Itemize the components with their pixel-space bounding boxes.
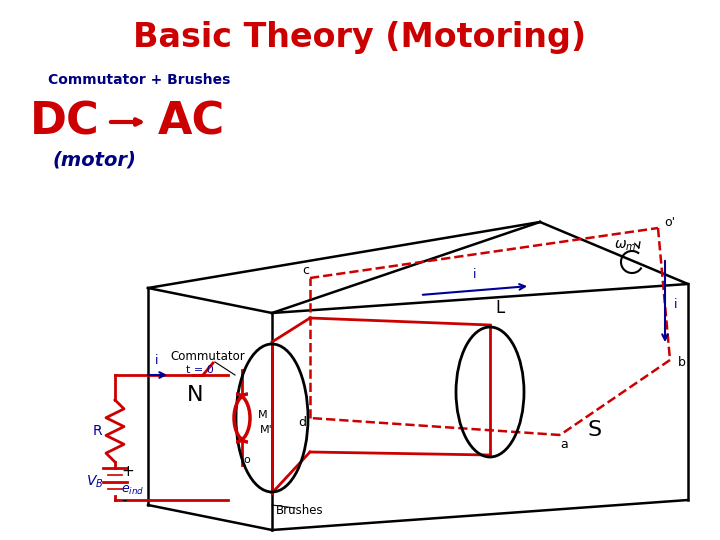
Text: R: R <box>92 424 102 438</box>
Text: +: + <box>121 464 134 480</box>
Text: i: i <box>674 299 678 312</box>
Text: d: d <box>298 415 306 429</box>
Text: $\omega_m$: $\omega_m$ <box>614 239 636 253</box>
Text: N: N <box>186 385 203 405</box>
Text: Brushes: Brushes <box>276 503 324 516</box>
Text: Commutator: Commutator <box>170 350 245 363</box>
Text: L: L <box>495 299 505 317</box>
Text: AC: AC <box>158 100 225 144</box>
Text: (motor): (motor) <box>52 151 136 170</box>
Text: o': o' <box>665 215 675 228</box>
Text: $e_{ind}$: $e_{ind}$ <box>121 483 144 497</box>
Text: i: i <box>156 354 158 367</box>
Text: Commutator + Brushes: Commutator + Brushes <box>48 73 230 87</box>
Text: M': M' <box>260 425 273 435</box>
Text: c: c <box>302 264 310 276</box>
Text: a: a <box>560 438 568 451</box>
Text: o: o <box>243 455 251 465</box>
Text: b: b <box>678 355 686 368</box>
Text: $V_B$: $V_B$ <box>86 474 104 490</box>
Text: t = 0: t = 0 <box>186 365 214 375</box>
Text: Basic Theory (Motoring): Basic Theory (Motoring) <box>133 22 587 55</box>
Text: i: i <box>473 268 477 281</box>
Text: DC: DC <box>30 100 100 144</box>
Text: M: M <box>258 410 268 420</box>
Text: S: S <box>588 420 602 440</box>
Text: -: - <box>121 492 127 508</box>
